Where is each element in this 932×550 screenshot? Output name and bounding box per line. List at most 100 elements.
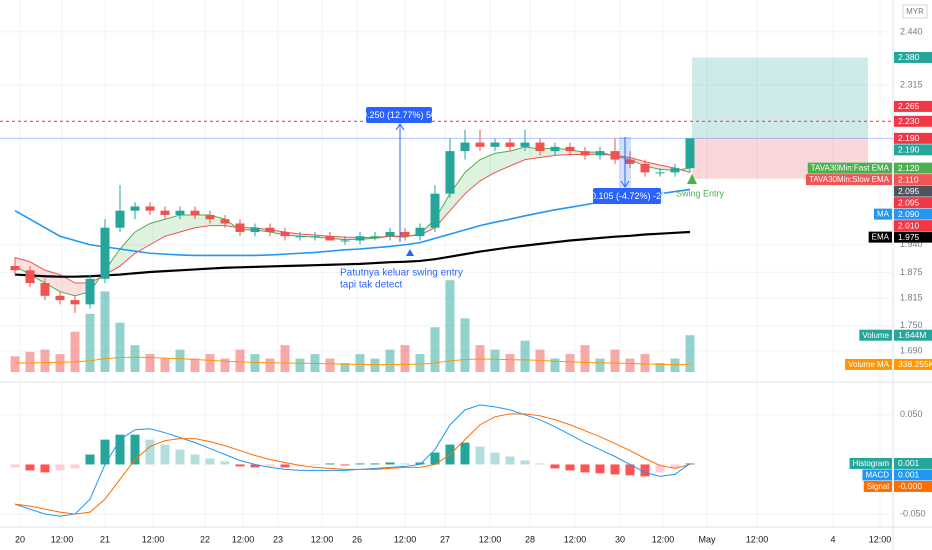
tag-name-box xyxy=(868,231,892,243)
histogram-bar xyxy=(400,463,410,465)
histogram-bar xyxy=(520,460,530,465)
tag-name-box xyxy=(805,174,892,186)
candle-body xyxy=(550,146,560,152)
x-tick-label: 12:00 xyxy=(746,534,769,544)
volume-bar xyxy=(115,322,125,372)
volume-bar xyxy=(595,358,605,372)
histogram-bar xyxy=(430,452,440,465)
price-tag xyxy=(894,358,932,370)
volume-ma-line xyxy=(14,356,691,366)
candle-body xyxy=(370,236,380,238)
price-tag-label: 2.095 xyxy=(898,186,920,196)
price-tag xyxy=(894,115,932,127)
candle-body xyxy=(415,227,425,237)
volume-bar xyxy=(355,354,365,372)
volume-bar xyxy=(670,358,680,372)
x-tick-label: 20 xyxy=(15,534,25,544)
ema-fill xyxy=(30,261,45,284)
candle-body xyxy=(85,278,95,305)
target-zone xyxy=(692,57,868,139)
histogram-bar xyxy=(625,464,635,476)
histogram-bar xyxy=(640,464,650,477)
price-tag xyxy=(894,480,932,492)
candle-body xyxy=(235,223,245,232)
candle-body xyxy=(490,142,500,147)
tag-name-box xyxy=(849,457,892,469)
candle-body xyxy=(520,142,530,147)
candle-body xyxy=(175,210,185,215)
note: tapi tak detect xyxy=(340,280,402,291)
currency: MYR xyxy=(906,7,924,16)
tag-name: MA xyxy=(877,210,890,219)
tag-name: Histogram xyxy=(853,459,890,468)
price-tag-label: 2.090 xyxy=(898,209,920,219)
indicator-line xyxy=(14,153,691,284)
arrow-head xyxy=(395,123,405,131)
candle-body xyxy=(325,236,335,241)
ema-fill xyxy=(645,161,660,170)
candle-body xyxy=(295,236,305,238)
histogram-bar xyxy=(595,464,605,474)
histogram-bar xyxy=(550,464,560,469)
indicator-line xyxy=(14,230,691,278)
histogram-bar xyxy=(205,458,215,465)
candle-body xyxy=(505,142,515,147)
candle-body xyxy=(580,151,590,156)
histogram-bar xyxy=(460,442,470,465)
histogram-bar xyxy=(280,464,290,468)
price-tag xyxy=(894,457,932,469)
histogram-bar xyxy=(535,463,545,465)
volume-bar xyxy=(130,345,140,372)
candle-body xyxy=(445,151,455,194)
axis-tags: 2.440 2.315 1.940 1.875 1.815 1.750 1.690 0.050… xyxy=(805,26,932,518)
signal-marker xyxy=(687,174,697,184)
price-tag xyxy=(894,329,932,341)
candle-body xyxy=(355,236,365,241)
tag-name-box xyxy=(845,358,892,370)
x-tick-label: 12:00 xyxy=(311,534,334,544)
x-tick-label: 12:00 xyxy=(479,534,502,544)
arrow-head xyxy=(620,180,630,188)
volume-bar xyxy=(55,354,65,372)
x-tick-label: 28 xyxy=(525,534,535,544)
price-tag-label: 2.190 xyxy=(898,145,920,155)
candle-body xyxy=(640,163,650,173)
volume-bar xyxy=(280,345,290,372)
price-tag-label: 0.001 xyxy=(898,470,920,480)
price-tag-label: 0.001 xyxy=(898,458,920,468)
candle-body xyxy=(130,206,140,211)
volume-bar xyxy=(220,358,230,372)
signal-label: Swing Entry xyxy=(676,188,725,198)
volume-bar xyxy=(385,349,395,372)
candle-body xyxy=(205,214,215,220)
tag-name-box xyxy=(807,162,892,174)
histogram-bar xyxy=(40,464,50,473)
volume-bar xyxy=(505,354,515,372)
tag-name: EMA xyxy=(872,233,890,242)
candle-body xyxy=(115,210,125,228)
price-tag-label: 2.095 xyxy=(898,197,920,207)
price-tag xyxy=(894,220,932,232)
volume-bar xyxy=(265,358,275,372)
histogram-bar xyxy=(145,439,155,465)
histogram-bar xyxy=(355,463,365,465)
candle-body xyxy=(100,227,110,279)
ema-fill xyxy=(135,223,150,254)
histogram-bar xyxy=(70,464,80,469)
volume-bar xyxy=(340,363,350,372)
histogram-bar xyxy=(100,439,110,465)
histogram-bar xyxy=(310,464,320,466)
price-tag xyxy=(894,174,932,186)
x-tick-label: 12:00 xyxy=(869,534,892,544)
volume-bar xyxy=(415,354,425,372)
histogram-bar xyxy=(490,452,500,465)
price-tag-label: -0.000 xyxy=(898,481,922,491)
tag-name-box xyxy=(863,480,892,492)
candle-body xyxy=(220,219,230,224)
ema-fill xyxy=(60,274,75,296)
histogram-bar xyxy=(415,462,425,465)
volume-bar xyxy=(10,356,20,372)
indicator-line xyxy=(14,146,691,297)
tag-name-box xyxy=(859,329,892,341)
x-tick-label: 26 xyxy=(352,534,362,544)
